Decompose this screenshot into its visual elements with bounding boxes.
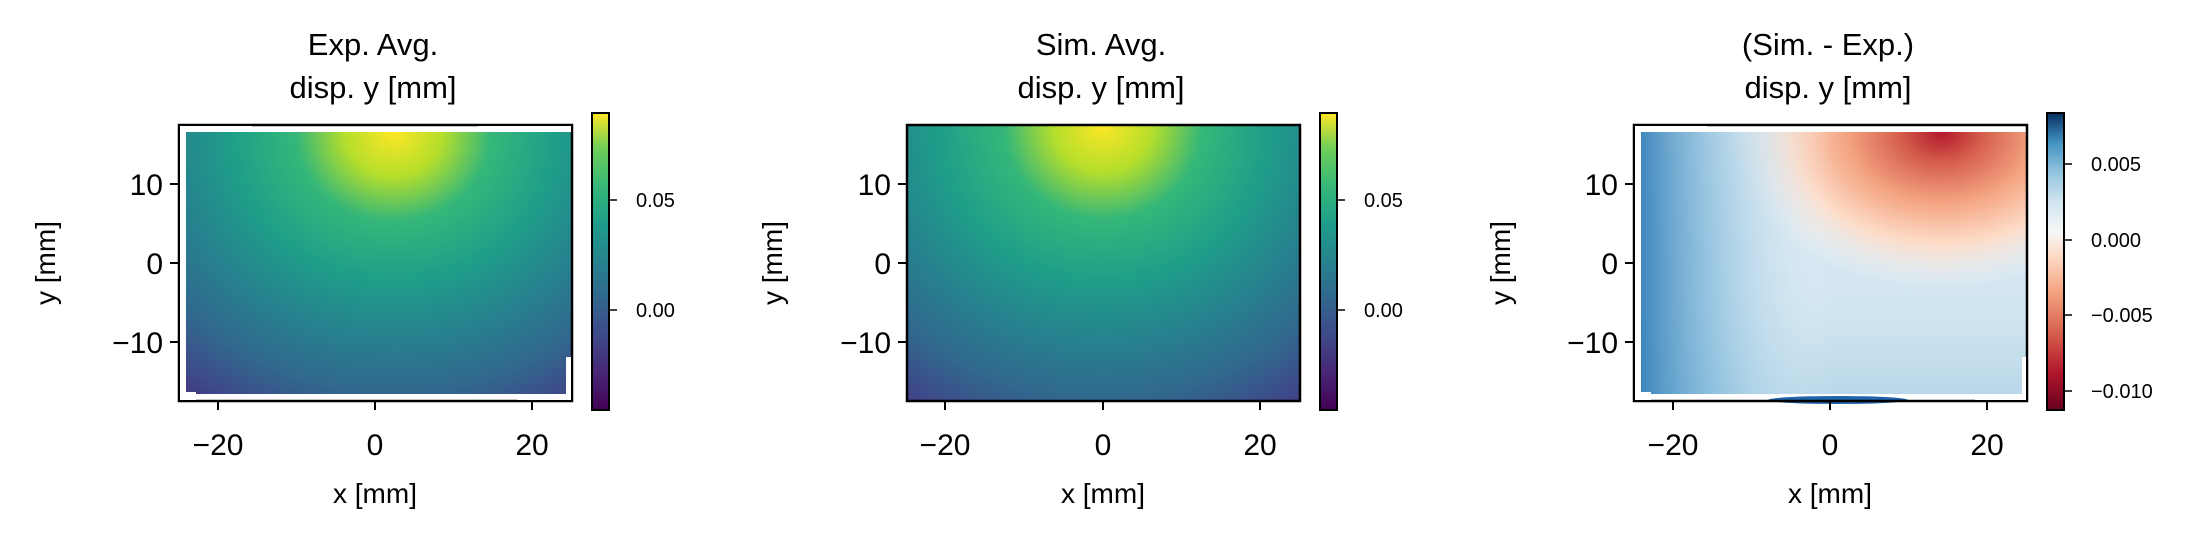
panel2-xlabel: x [mm] bbox=[1061, 478, 1145, 509]
panel2-ytick-label: 0 bbox=[874, 248, 891, 281]
panel-sim-avg: Sim. Avg. disp. y [mm] −20 0 20 10 0 −10… bbox=[757, 27, 1403, 509]
panel2-title-line1: Sim. Avg. bbox=[1036, 27, 1166, 62]
panel2-heatmap bbox=[907, 125, 1299, 401]
panel2-ytick-label: 10 bbox=[858, 169, 891, 202]
panel3-ytick-label: −10 bbox=[1567, 327, 1618, 360]
panel3-xlabel: x [mm] bbox=[1788, 478, 1872, 509]
panel2-ylabel: y [mm] bbox=[757, 221, 788, 305]
panel1-xtick-label: 20 bbox=[515, 429, 548, 462]
panel1-cb-label: 0.05 bbox=[636, 190, 675, 212]
panel2-colorbar: 0.05 0.00 bbox=[1319, 112, 1403, 411]
panel3-title-line1: (Sim. - Exp.) bbox=[1742, 27, 1914, 62]
panel1-x-ticks: −20 0 20 bbox=[193, 401, 549, 462]
panel1-title-line2: disp. y [mm] bbox=[289, 70, 456, 105]
panel3-ylabel: y [mm] bbox=[1485, 221, 1516, 305]
panel3-cb-label: −0.010 bbox=[2091, 381, 2153, 403]
panel3-heatmap bbox=[1640, 132, 2026, 404]
panel2-y-ticks: 10 0 −10 bbox=[840, 169, 907, 360]
panel3-cb-label: 0.000 bbox=[2091, 230, 2141, 252]
panel-diff: (Sim. - Exp.) disp. y [mm] −20 0 20 10 bbox=[1485, 27, 2153, 509]
panel1-y-ticks: 10 0 −10 bbox=[112, 169, 179, 360]
panel2-cb-label: 0.00 bbox=[1364, 300, 1403, 322]
panel2-cb-label: 0.05 bbox=[1364, 190, 1403, 212]
panel3-cb-label: 0.005 bbox=[2091, 154, 2141, 176]
panel1-ytick-label: −10 bbox=[112, 327, 163, 360]
panel1-xtick-label: 0 bbox=[367, 429, 384, 462]
panel1-heatmap bbox=[185, 132, 571, 394]
panel2-title-line2: disp. y [mm] bbox=[1017, 70, 1184, 105]
panel3-ytick-label: 10 bbox=[1585, 169, 1618, 202]
panel3-xtick-label: −20 bbox=[1648, 429, 1699, 462]
panel1-cb-label: 0.00 bbox=[636, 300, 675, 322]
panel1-title-line1: Exp. Avg. bbox=[308, 27, 438, 62]
panel1-colorbar: 0.05 0.00 bbox=[591, 112, 675, 411]
panel3-y-ticks: 10 0 −10 bbox=[1567, 169, 1634, 360]
panel3-cb-label: −0.005 bbox=[2091, 305, 2153, 327]
panel1-ytick-label: 0 bbox=[146, 248, 163, 281]
panel3-xtick-label: 20 bbox=[1970, 429, 2003, 462]
panel2-xtick-label: 20 bbox=[1243, 429, 1276, 462]
panel1-xtick-label: −20 bbox=[193, 429, 244, 462]
panel2-xtick-label: 0 bbox=[1095, 429, 1112, 462]
panel2-ytick-label: −10 bbox=[840, 327, 891, 360]
panel3-x-ticks: −20 0 20 bbox=[1648, 401, 2004, 462]
panel3-title-line2: disp. y [mm] bbox=[1744, 70, 1911, 105]
panel1-ytick-label: 10 bbox=[130, 169, 163, 202]
panel3-colorbar: 0.005 0.000 −0.005 −0.010 bbox=[2046, 112, 2153, 411]
panel1-xlabel: x [mm] bbox=[333, 478, 417, 509]
panel-exp-avg: Exp. Avg. disp. y [mm] −20 0 20 10 0 bbox=[30, 27, 675, 509]
panel2-x-ticks: −20 0 20 bbox=[920, 401, 1277, 462]
panel1-ylabel: y [mm] bbox=[30, 221, 61, 305]
panel2-xtick-label: −20 bbox=[920, 429, 971, 462]
panel3-ytick-label: 0 bbox=[1601, 248, 1618, 281]
panel3-xtick-label: 0 bbox=[1822, 429, 1839, 462]
